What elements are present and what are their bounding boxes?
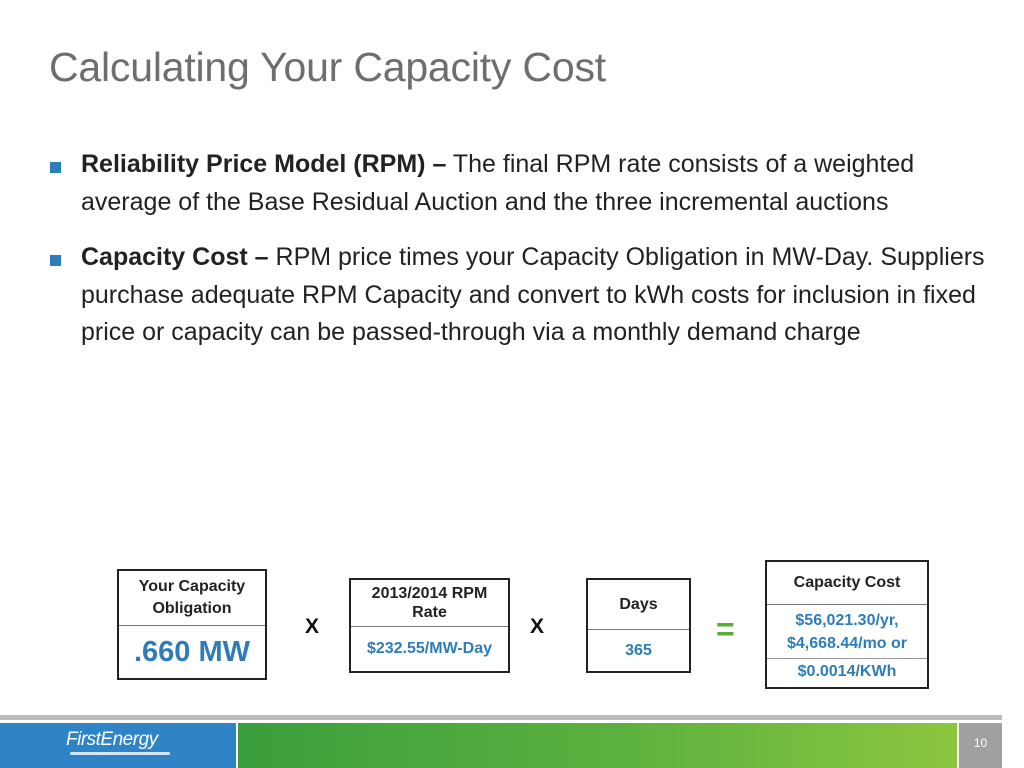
footer-page-panel xyxy=(959,723,1002,768)
multiply-sign: X xyxy=(530,615,545,638)
days-header: Days xyxy=(588,580,689,630)
capacity-cost-values: $56,021.30/yr, $4,668.44/mo or $0.0014/K… xyxy=(767,605,927,684)
capacity-cost-kwh: $0.0014/KWh xyxy=(797,663,897,680)
bullet-rpm: Reliability Price Model (RPM) – The fina… xyxy=(46,146,986,221)
bullet-capacity-cost: Capacity Cost – RPM price times your Cap… xyxy=(46,239,986,352)
obligation-value: .660 MW xyxy=(133,635,251,668)
bullet-list: Reliability Price Model (RPM) – The fina… xyxy=(46,146,986,370)
footer-gradient-bar xyxy=(238,723,957,768)
bullet-square-icon xyxy=(50,162,61,173)
rpm-rate-value: $232.55/MW-Day xyxy=(366,640,493,657)
capacity-cost-yearly: $56,021.30/yr, xyxy=(795,612,899,629)
bullet-rpm-heading: Reliability Price Model (RPM) – xyxy=(81,150,447,178)
bullet-capacity-cost-heading: Capacity Cost – xyxy=(81,243,269,271)
days-value: 365 xyxy=(625,641,652,659)
bullet-square-icon xyxy=(50,255,61,266)
bullet-capacity-cost-text: RPM price times your Capacity Obligation… xyxy=(81,243,985,346)
footer-logo-panel xyxy=(0,723,236,768)
obligation-header: Your Capacity Obligation xyxy=(119,571,265,626)
capacity-cost-header: Capacity Cost xyxy=(767,562,927,605)
multiply-sign: X xyxy=(305,615,320,638)
rpm-rate-header: 2013/2014 RPM Rate xyxy=(351,580,508,627)
logo-swoosh-icon xyxy=(70,752,170,755)
capacity-cost-monthly: $4,668.44/mo or xyxy=(786,635,908,652)
capacity-cost-divider xyxy=(767,658,927,659)
days-box: Days 365 xyxy=(586,578,691,673)
slide-title: Calculating Your Capacity Cost xyxy=(49,44,606,90)
page-number: 10 xyxy=(973,736,988,750)
rpm-rate-box: 2013/2014 RPM Rate $232.55/MW-Day xyxy=(349,578,510,673)
bullet-rpm-text: The final RPM rate consists of a weighte… xyxy=(81,150,915,216)
capacity-cost-box: Capacity Cost $56,021.30/yr, $4,668.44/m… xyxy=(765,560,929,689)
equals-sign: = xyxy=(716,611,735,647)
footer-divider xyxy=(0,715,1002,720)
firstenergy-logo: FirstEnergy xyxy=(66,729,158,750)
obligation-box: Your Capacity Obligation .660 MW xyxy=(117,569,267,680)
